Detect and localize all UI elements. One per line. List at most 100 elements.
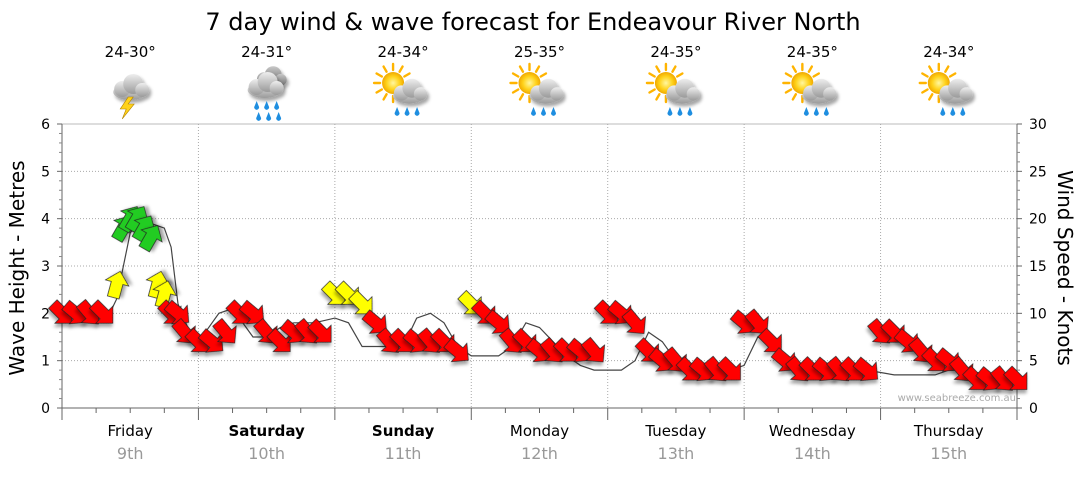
day-temp: 24-35° bbox=[650, 43, 701, 61]
wind-arrow bbox=[716, 356, 741, 381]
wind-speed-series bbox=[48, 206, 1028, 391]
day-date: 15th bbox=[930, 444, 967, 463]
right-tick-label: 20 bbox=[1029, 212, 1047, 228]
sun-showers-icon bbox=[918, 62, 973, 116]
right-tick-label: 10 bbox=[1029, 306, 1047, 322]
left-tick-label: 0 bbox=[41, 401, 50, 417]
sun-showers-icon bbox=[372, 62, 428, 116]
right-axis: 0 5 10 15 20 25 30 bbox=[1017, 117, 1047, 417]
heavy-rain-icon bbox=[247, 66, 287, 121]
left-tick-label: 5 bbox=[41, 164, 50, 180]
cloud-shape bbox=[113, 74, 150, 100]
right-axis-label: Wind Speed - Knots bbox=[1053, 170, 1077, 366]
raindrop bbox=[541, 107, 546, 116]
wind-arrow bbox=[443, 337, 469, 363]
raindrop bbox=[803, 107, 809, 116]
right-tick-label: 30 bbox=[1029, 117, 1047, 133]
sun-showers-icon bbox=[645, 62, 700, 116]
raindrop bbox=[677, 107, 683, 116]
right-tick-label: 5 bbox=[1029, 354, 1038, 370]
day-name: Friday bbox=[107, 422, 153, 440]
wind-arrow bbox=[348, 289, 373, 315]
day-date: 9th bbox=[117, 444, 144, 463]
day-temp: 24-31° bbox=[241, 43, 292, 61]
cloud-shape bbox=[247, 72, 284, 98]
day-date: 10th bbox=[248, 444, 285, 463]
raindrop bbox=[551, 107, 556, 116]
raindrop bbox=[404, 107, 410, 116]
right-tick-label: 15 bbox=[1029, 259, 1047, 275]
lightning-bolt bbox=[119, 96, 135, 120]
cloud-shape bbox=[665, 78, 700, 104]
raindrop bbox=[950, 107, 956, 116]
day-name: Sunday bbox=[372, 422, 435, 440]
raindrop bbox=[940, 107, 946, 116]
wind-arrow bbox=[484, 309, 510, 334]
raindrop bbox=[264, 101, 270, 110]
day-date: 14th bbox=[794, 444, 831, 463]
day-date: 11th bbox=[385, 444, 422, 463]
day-temp: 24-35° bbox=[787, 43, 838, 61]
raindrop bbox=[823, 107, 829, 116]
cloud-shape bbox=[802, 78, 837, 104]
wind-arrow bbox=[138, 225, 163, 253]
wind-arrow bbox=[88, 299, 114, 324]
wind-arrow bbox=[238, 299, 265, 325]
raindrop bbox=[531, 107, 536, 116]
wind-arrow bbox=[621, 308, 646, 334]
wind-arrow bbox=[266, 327, 291, 352]
wind-arrow bbox=[104, 270, 130, 300]
left-tick-label: 6 bbox=[41, 117, 50, 133]
raindrop bbox=[266, 112, 272, 121]
day-temp: 24-34° bbox=[923, 43, 974, 61]
thunderstorm-icon bbox=[113, 74, 150, 120]
day-name: Monday bbox=[510, 422, 569, 440]
day-name: Wednesday bbox=[769, 422, 856, 440]
left-tick-label: 3 bbox=[41, 259, 50, 275]
day-date: 13th bbox=[658, 444, 695, 463]
wind-arrow bbox=[361, 309, 387, 334]
wind-arrow bbox=[580, 336, 606, 363]
wind-arrow bbox=[212, 317, 237, 344]
sun-showers-icon bbox=[782, 62, 837, 116]
day-name: Saturday bbox=[228, 422, 305, 440]
day-headers: 24-30° 24-31° 24-34° 25-35° 24-35° 24-35° 24-3… bbox=[105, 43, 974, 121]
right-tick-label: 0 bbox=[1029, 401, 1038, 417]
raindrop bbox=[687, 107, 693, 116]
x-axis: Friday 9th Saturday 10th Sunday 11th Monday 12t… bbox=[61, 408, 1018, 463]
wind-arrow bbox=[757, 327, 782, 352]
wind-arrow bbox=[197, 328, 224, 353]
left-axis-label: Wave Height - Metres bbox=[5, 160, 29, 375]
raindrop bbox=[414, 107, 420, 116]
wind-arrow bbox=[852, 356, 879, 382]
wind-arrow bbox=[307, 318, 332, 343]
day-name: Tuesday bbox=[644, 422, 706, 440]
day-temp: 25-35° bbox=[514, 43, 565, 61]
day-temp: 24-34° bbox=[378, 43, 429, 61]
raindrop bbox=[667, 107, 673, 116]
raindrop bbox=[256, 112, 262, 121]
chart-title: 7 day wind & wave forecast for Endeavour… bbox=[205, 8, 860, 36]
right-tick-label: 25 bbox=[1029, 164, 1047, 180]
day-temp: 24-30° bbox=[105, 43, 156, 61]
raindrop bbox=[254, 101, 260, 110]
left-axis: 0 1 2 3 4 5 6 bbox=[41, 117, 62, 417]
raindrop bbox=[394, 107, 400, 116]
left-tick-label: 2 bbox=[41, 306, 50, 322]
cloud-shape bbox=[392, 78, 428, 104]
raindrop bbox=[276, 112, 282, 121]
day-date: 12th bbox=[521, 444, 558, 463]
cloud-shape bbox=[529, 78, 564, 104]
sun-showers-icon bbox=[509, 62, 564, 116]
wind-arrow bbox=[744, 308, 769, 334]
raindrop bbox=[274, 101, 280, 110]
watermark: www.seabreeze.com.au bbox=[898, 393, 1016, 404]
day-name: Thursday bbox=[913, 422, 984, 440]
left-tick-label: 1 bbox=[41, 354, 50, 370]
raindrop bbox=[813, 107, 819, 116]
wind-arrow bbox=[1003, 365, 1028, 390]
left-tick-label: 4 bbox=[41, 212, 50, 228]
cloud-shape bbox=[938, 78, 973, 104]
raindrop bbox=[960, 107, 966, 116]
